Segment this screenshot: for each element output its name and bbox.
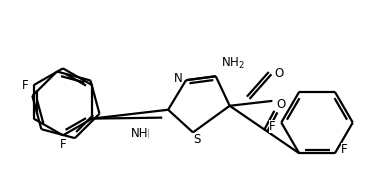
Text: F: F (269, 120, 276, 133)
Text: F: F (21, 79, 28, 92)
Text: N: N (174, 72, 183, 85)
Text: F: F (340, 143, 347, 156)
Text: NH$_2$: NH$_2$ (221, 56, 245, 71)
Text: NH: NH (131, 127, 148, 140)
Text: O: O (275, 67, 284, 80)
Text: F: F (59, 138, 66, 151)
Text: O: O (277, 98, 286, 111)
Text: NH: NH (133, 128, 150, 141)
Text: S: S (193, 133, 200, 146)
